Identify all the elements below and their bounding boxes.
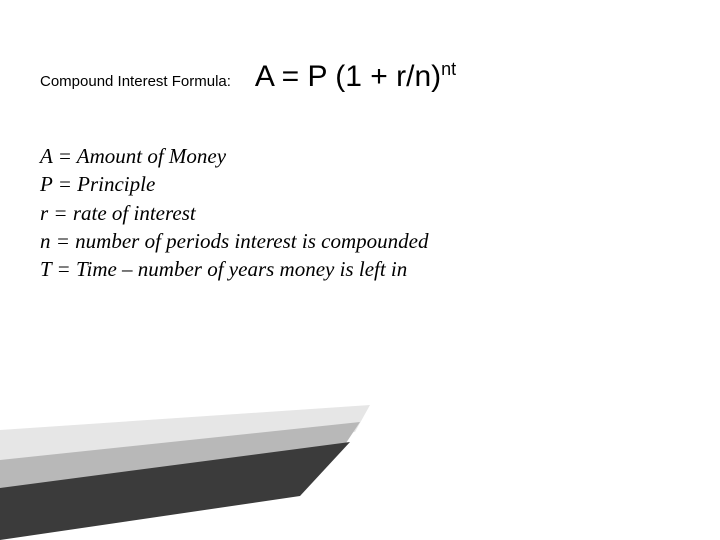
swoosh-dark xyxy=(0,442,350,540)
swoosh-light xyxy=(0,405,370,472)
definitions-list: A = Amount of Money P = Principle r = ra… xyxy=(40,142,680,284)
definition-item: n = number of periods interest is compou… xyxy=(40,227,680,255)
formula-exponent: nt xyxy=(441,59,456,79)
definition-item: T = Time – number of years money is left… xyxy=(40,255,680,283)
definition-item: P = Principle xyxy=(40,170,680,198)
formula-expression: A = P (1 + r/n)nt xyxy=(255,60,456,94)
formula-label: Compound Interest Formula: xyxy=(40,73,231,90)
title-row: Compound Interest Formula: A = P (1 + r/… xyxy=(40,60,680,94)
swoosh-mid xyxy=(0,422,360,498)
decorative-swoosh xyxy=(0,370,720,540)
slide: Compound Interest Formula: A = P (1 + r/… xyxy=(0,0,720,540)
definition-item: r = rate of interest xyxy=(40,199,680,227)
definition-item: A = Amount of Money xyxy=(40,142,680,170)
formula-base: A = P (1 + r/n) xyxy=(255,60,441,93)
